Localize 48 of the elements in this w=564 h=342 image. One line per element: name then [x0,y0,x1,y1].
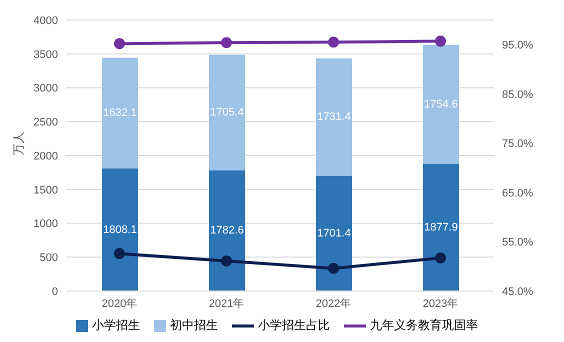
bar [102,58,138,168]
data-label: 1877.9 [424,221,458,234]
y2-tick-label: 65.0% [502,187,534,200]
bar [209,54,245,170]
y-tick-label: 3500 [34,48,58,61]
data-label: 1701.4 [317,227,351,240]
y-tick-label: 2000 [34,150,58,162]
point [114,38,125,50]
legend-label: 九年义务教育巩固率 [370,317,478,334]
point [221,255,232,266]
bar [102,168,138,291]
y-tick-label: 1500 [34,184,58,196]
y-tick-label: 4000 [34,14,58,27]
y-axis-title: 万人 [11,132,26,156]
legend-label: 小学招生 [92,317,140,334]
y2-tick-label: 75.0% [502,138,534,150]
point [435,36,446,47]
x-tick-label: 2023年 [422,298,458,310]
point [435,252,446,264]
x-tick-label: 2020年 [102,298,138,310]
legend-label: 小学招生占比 [258,317,330,334]
bar [423,44,459,164]
y2-tick-label: 85.0% [502,88,534,101]
point [114,248,125,260]
data-label: 1808.1 [103,224,137,236]
point [328,36,339,48]
data-label: 1754.6 [424,98,458,110]
bar [423,164,459,291]
y-tick-label: 500 [40,252,58,264]
data-label: 1705.4 [210,106,244,118]
bar [209,170,245,291]
y2-tick-label: 45.0% [502,286,534,298]
legend-label: 初中招生 [170,317,218,334]
bar [316,176,352,291]
point [328,262,339,274]
point [221,37,232,48]
y2-tick-label: 55.0% [502,236,534,249]
y-tick-label: 2500 [34,116,58,129]
y2-tick-label: 95.0% [502,40,534,52]
x-tick-label: 2022年 [316,298,352,310]
data-label: 1731.4 [317,111,351,124]
bar [316,58,352,176]
data-label: 1782.6 [210,224,244,237]
x-tick-label: 2021年 [208,298,244,310]
y-tick-label: 1000 [34,218,58,230]
data-label: 1632.1 [103,107,137,120]
y-tick-label: 0 [52,286,58,298]
y-tick-label: 3000 [34,82,58,95]
